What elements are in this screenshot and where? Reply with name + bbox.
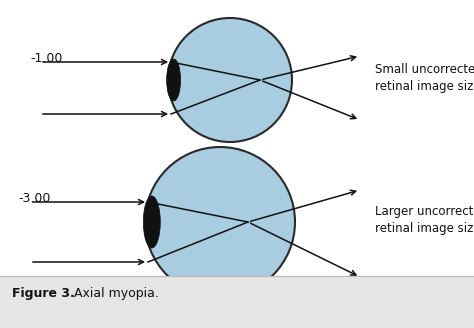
- Text: -1.00: -1.00: [30, 51, 63, 65]
- Text: -3.00: -3.00: [18, 192, 50, 204]
- Text: Axial myopia.: Axial myopia.: [70, 288, 159, 300]
- Text: Figure 3.: Figure 3.: [12, 288, 75, 300]
- Text: Small uncorrected
retinal image size: Small uncorrected retinal image size: [375, 63, 474, 93]
- Text: Larger uncorrected
retinal image size: Larger uncorrected retinal image size: [375, 205, 474, 235]
- Ellipse shape: [166, 59, 181, 101]
- Ellipse shape: [143, 196, 160, 248]
- Bar: [0, 276, 474, 328]
- Circle shape: [145, 147, 295, 297]
- Circle shape: [168, 18, 292, 142]
